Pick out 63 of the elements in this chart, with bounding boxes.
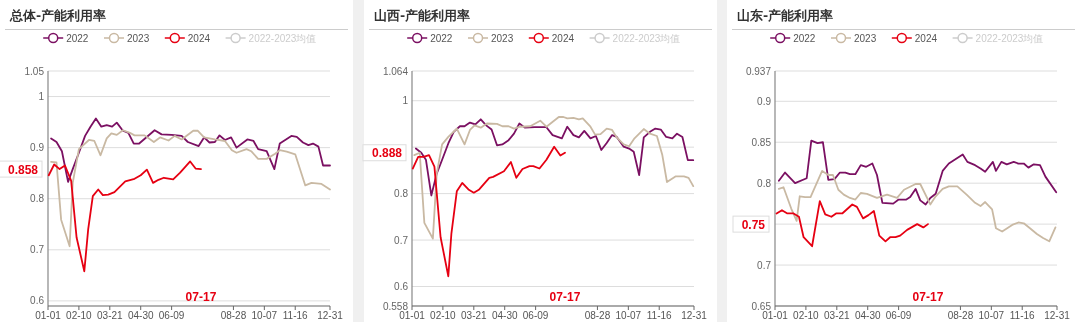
- x-tick-label: 12-31: [681, 310, 708, 321]
- x-tick-label: 11-16: [646, 310, 673, 321]
- legend-label: 2022: [66, 32, 89, 44]
- x-tick-label: 01-01: [399, 310, 426, 321]
- y-tick-label: 0.7: [394, 234, 409, 246]
- y-tick-label: 0.7: [30, 244, 45, 256]
- x-tick-label: 12-31: [317, 310, 344, 321]
- x-tick-label: 03-21: [97, 310, 124, 321]
- x-tick-label: 08-28: [220, 310, 247, 321]
- y-tick-label: 0.7: [757, 259, 772, 271]
- y-tick-label: 0.558: [382, 300, 409, 312]
- y-tick-label: 1.064: [382, 65, 409, 77]
- x-tick-label: 06-09: [885, 310, 912, 321]
- y-tick-label: 0.65: [751, 300, 772, 312]
- y-tick-label: 1: [402, 95, 409, 107]
- y-tick-label: 0.8: [394, 188, 409, 200]
- legend-label: 2023: [491, 32, 514, 44]
- legend-label: 2024: [187, 32, 211, 44]
- legend-label: 2023: [127, 32, 150, 44]
- x-tick-label: 08-28: [947, 310, 974, 321]
- legend-label: 2023: [854, 32, 877, 44]
- x-tick-label: 11-16: [282, 310, 309, 321]
- x-tick-label: 01-01: [35, 310, 62, 321]
- x-tick-label: 04-30: [854, 310, 881, 321]
- legend-label: 2024: [551, 32, 575, 44]
- x-tick-label: 08-28: [584, 310, 611, 321]
- x-tick-label: 11-16: [1009, 310, 1036, 321]
- text: 0.888: [371, 146, 403, 161]
- y-tick-label: 1: [38, 91, 45, 103]
- y-tick-label: 0.8: [30, 193, 45, 205]
- text: 0.858: [7, 162, 39, 177]
- annotation: 07-17: [912, 290, 944, 304]
- chart-title: 山东-产能利用率: [737, 8, 834, 23]
- y-tick-label: 1.05: [24, 65, 45, 77]
- annotation: 07-17: [549, 290, 581, 304]
- legend-label: 2024: [914, 32, 938, 44]
- x-tick-label: 02-10: [430, 310, 457, 321]
- chart-title: 山西-产能利用率: [374, 8, 471, 23]
- x-tick-label: 03-21: [461, 310, 488, 321]
- x-tick-label: 01-01: [762, 310, 789, 321]
- x-tick-label: 12-31: [1044, 310, 1071, 321]
- x-tick-label: 04-30: [491, 310, 518, 321]
- x-tick-label: 02-10: [66, 310, 93, 321]
- x-tick-label: 04-30: [127, 310, 154, 321]
- legend-label: 2022: [793, 32, 816, 44]
- y-tick-label: 0.8: [757, 177, 772, 189]
- chart-title: 总体-产能利用率: [9, 8, 107, 23]
- x-tick-label: 10-07: [978, 310, 1005, 321]
- y-tick-label: 0.937: [745, 65, 772, 77]
- x-tick-label: 10-07: [615, 310, 642, 321]
- y-tick-label: 0.6: [394, 280, 409, 292]
- y-tick-label: 0.85: [751, 136, 772, 148]
- x-tick-label: 06-09: [158, 310, 185, 321]
- text: 0.75: [741, 217, 766, 232]
- annotation: 07-17: [185, 290, 217, 304]
- x-tick-label: 10-07: [251, 310, 278, 321]
- y-tick-label: 0.6: [30, 295, 45, 307]
- y-tick-label: 0.9: [757, 95, 772, 107]
- x-tick-label: 02-10: [793, 310, 820, 321]
- x-tick-label: 03-21: [824, 310, 851, 321]
- legend-label: 2022: [430, 32, 453, 44]
- x-tick-label: 06-09: [522, 310, 549, 321]
- y-tick-label: 0.9: [30, 142, 45, 154]
